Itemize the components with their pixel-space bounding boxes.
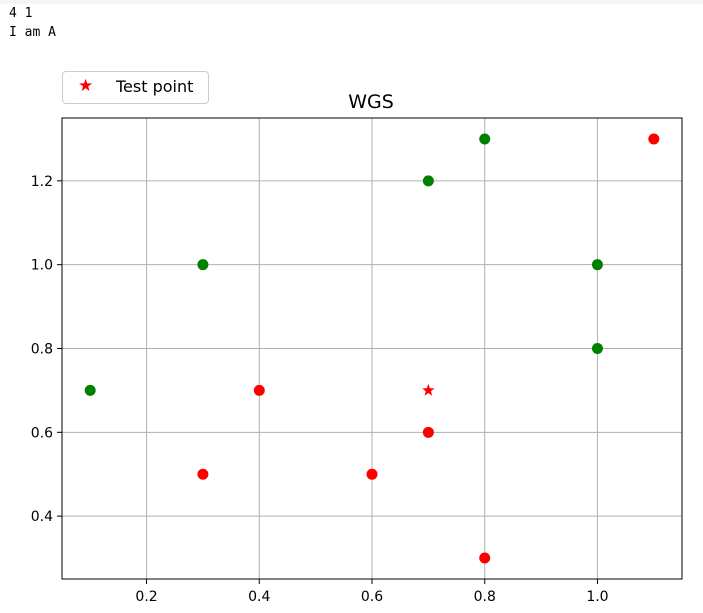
x-tick-label: 0.4 <box>248 589 270 605</box>
top-bar <box>0 0 703 4</box>
console-line: 4 1 <box>9 6 33 21</box>
data-point <box>366 468 378 480</box>
data-point <box>253 384 265 396</box>
data-point <box>479 552 491 564</box>
data-point-star <box>422 383 435 396</box>
chart-legend: ★ Test point <box>62 71 209 104</box>
x-tick-label: 1.0 <box>586 589 608 605</box>
data-point <box>84 384 96 396</box>
star-icon: ★ <box>78 76 94 96</box>
data-point <box>197 468 209 480</box>
chart-title: WGS <box>348 91 394 113</box>
console-line: I am A <box>9 25 56 40</box>
data-point <box>591 343 603 354</box>
x-tick-label: 0.8 <box>474 589 496 605</box>
data-point <box>197 259 209 271</box>
y-tick-label: 1.0 <box>31 258 53 274</box>
y-tick-label: 0.8 <box>31 342 53 358</box>
x-tick-label: 0.2 <box>135 589 157 605</box>
data-point <box>422 175 434 187</box>
y-tick-label: 0.6 <box>31 425 53 441</box>
y-tick-label: 0.4 <box>31 509 53 525</box>
plot-area-frame <box>61 117 683 580</box>
data-point <box>591 259 603 271</box>
x-tick-label: 0.6 <box>361 589 383 605</box>
data-point <box>422 426 434 438</box>
data-point <box>479 133 491 145</box>
y-tick-label: 1.2 <box>31 174 53 190</box>
console-output: 4 1 I am A <box>9 4 56 42</box>
data-point <box>648 133 660 145</box>
legend-label: Test point <box>116 77 194 96</box>
